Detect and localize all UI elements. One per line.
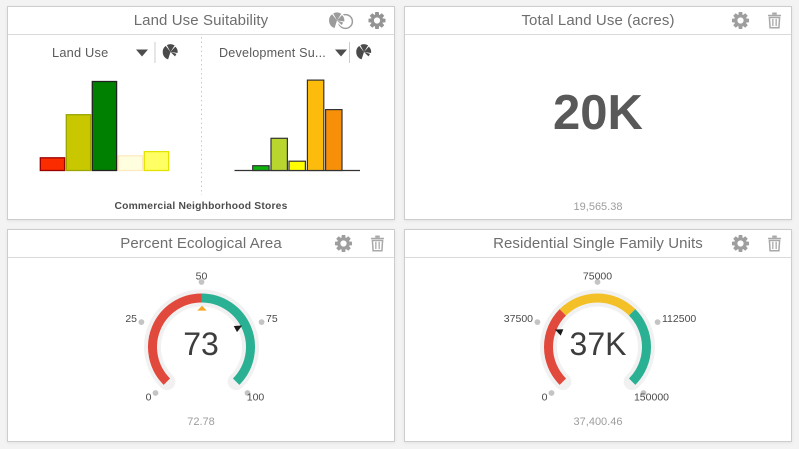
svg-text:100: 100	[247, 392, 265, 404]
svg-text:0: 0	[146, 392, 152, 404]
svg-text:Development Su...: Development Su...	[219, 46, 326, 60]
svg-text:37500: 37500	[504, 313, 533, 325]
svg-text:150000: 150000	[634, 392, 669, 404]
svg-text:Land Use: Land Use	[52, 45, 108, 60]
svg-text:0: 0	[542, 392, 548, 404]
svg-text:25: 25	[125, 313, 137, 325]
svg-text:50: 50	[196, 271, 208, 283]
svg-text:112500: 112500	[662, 313, 696, 325]
svg-text:75000: 75000	[583, 271, 612, 283]
svg-text:75: 75	[266, 313, 278, 325]
